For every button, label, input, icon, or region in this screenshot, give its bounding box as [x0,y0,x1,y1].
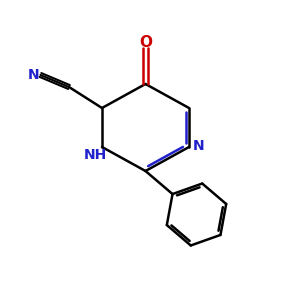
Text: N: N [193,139,204,152]
Text: N: N [28,68,40,82]
Text: NH: NH [84,148,107,162]
Text: O: O [139,35,152,50]
